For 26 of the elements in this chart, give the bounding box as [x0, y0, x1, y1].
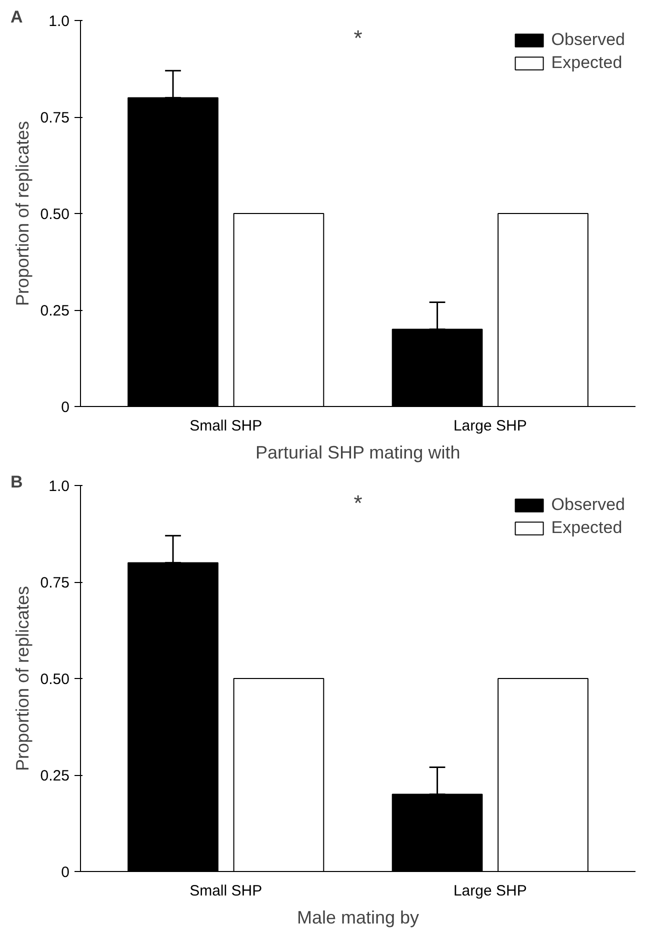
- annotation: *: [354, 490, 363, 516]
- y-tick-label: 1.0: [48, 478, 70, 495]
- x-tick-label: Large SHP: [453, 882, 527, 900]
- legend-label: Expected: [551, 53, 622, 73]
- text: A: [10, 8, 23, 26]
- y-tick-label: 1.0: [48, 13, 70, 30]
- y-tick-label: 0.50: [40, 671, 70, 688]
- y-axis-title: Proportion of replicates: [12, 120, 32, 306]
- legend-label: Expected: [551, 518, 622, 538]
- y-axis-title: Proportion of replicates: [12, 586, 32, 772]
- annotation: *: [354, 26, 363, 50]
- y-tick-label: 0.25: [40, 768, 70, 784]
- y-tick-label: 0.25: [40, 302, 70, 320]
- x-tick-label: Small SHP: [190, 418, 262, 434]
- x-tick-label: Large SHP: [453, 418, 527, 434]
- y-tick-label: 0: [61, 399, 70, 416]
- y-tick-label: 0.50: [40, 206, 70, 223]
- x-axis-title: Male mating by: [296, 908, 420, 928]
- y-tick-label: 0.75: [40, 574, 70, 592]
- x-tick-label: Small SHP: [190, 882, 262, 900]
- x-axis-title: Parturial SHP mating with: [255, 442, 460, 462]
- y-tick-label: 0: [61, 864, 70, 881]
- y-tick-label: 0.75: [40, 110, 70, 126]
- text: B: [10, 472, 23, 492]
- legend-label: Observed: [551, 495, 625, 515]
- legend-label: Observed: [551, 30, 625, 50]
